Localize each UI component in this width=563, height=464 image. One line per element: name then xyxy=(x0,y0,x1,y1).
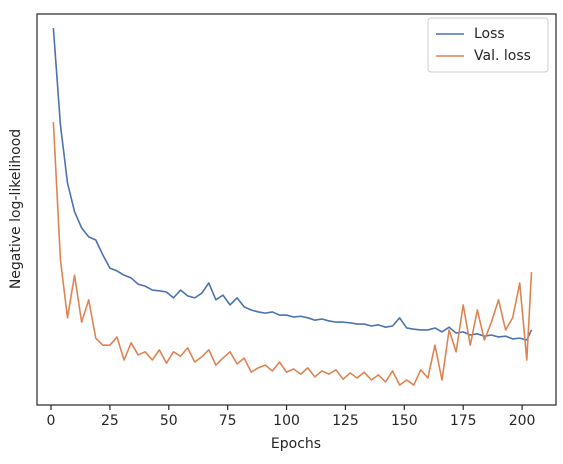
y-axis-label: Negative log-likelihood xyxy=(8,129,24,289)
x-axis-label: Epochs xyxy=(271,436,321,452)
legend-box xyxy=(427,17,549,73)
x-tick-label: 125 xyxy=(332,413,359,429)
x-tick-label: 150 xyxy=(391,413,418,429)
x-tick-label: 75 xyxy=(219,413,237,429)
x-tick-label: 50 xyxy=(160,413,178,429)
line-series xyxy=(52,121,533,386)
legend-label: Val. loss xyxy=(474,48,531,64)
x-tick-label: 100 xyxy=(273,413,300,429)
legend-label: Loss xyxy=(474,26,505,42)
line-series xyxy=(52,28,533,341)
x-tick-label: 0 xyxy=(47,413,56,429)
plot-frame xyxy=(36,13,557,406)
x-tick-label: 25 xyxy=(101,413,119,429)
x-tick-label: 175 xyxy=(450,413,477,429)
x-tick-label: 200 xyxy=(509,413,536,429)
